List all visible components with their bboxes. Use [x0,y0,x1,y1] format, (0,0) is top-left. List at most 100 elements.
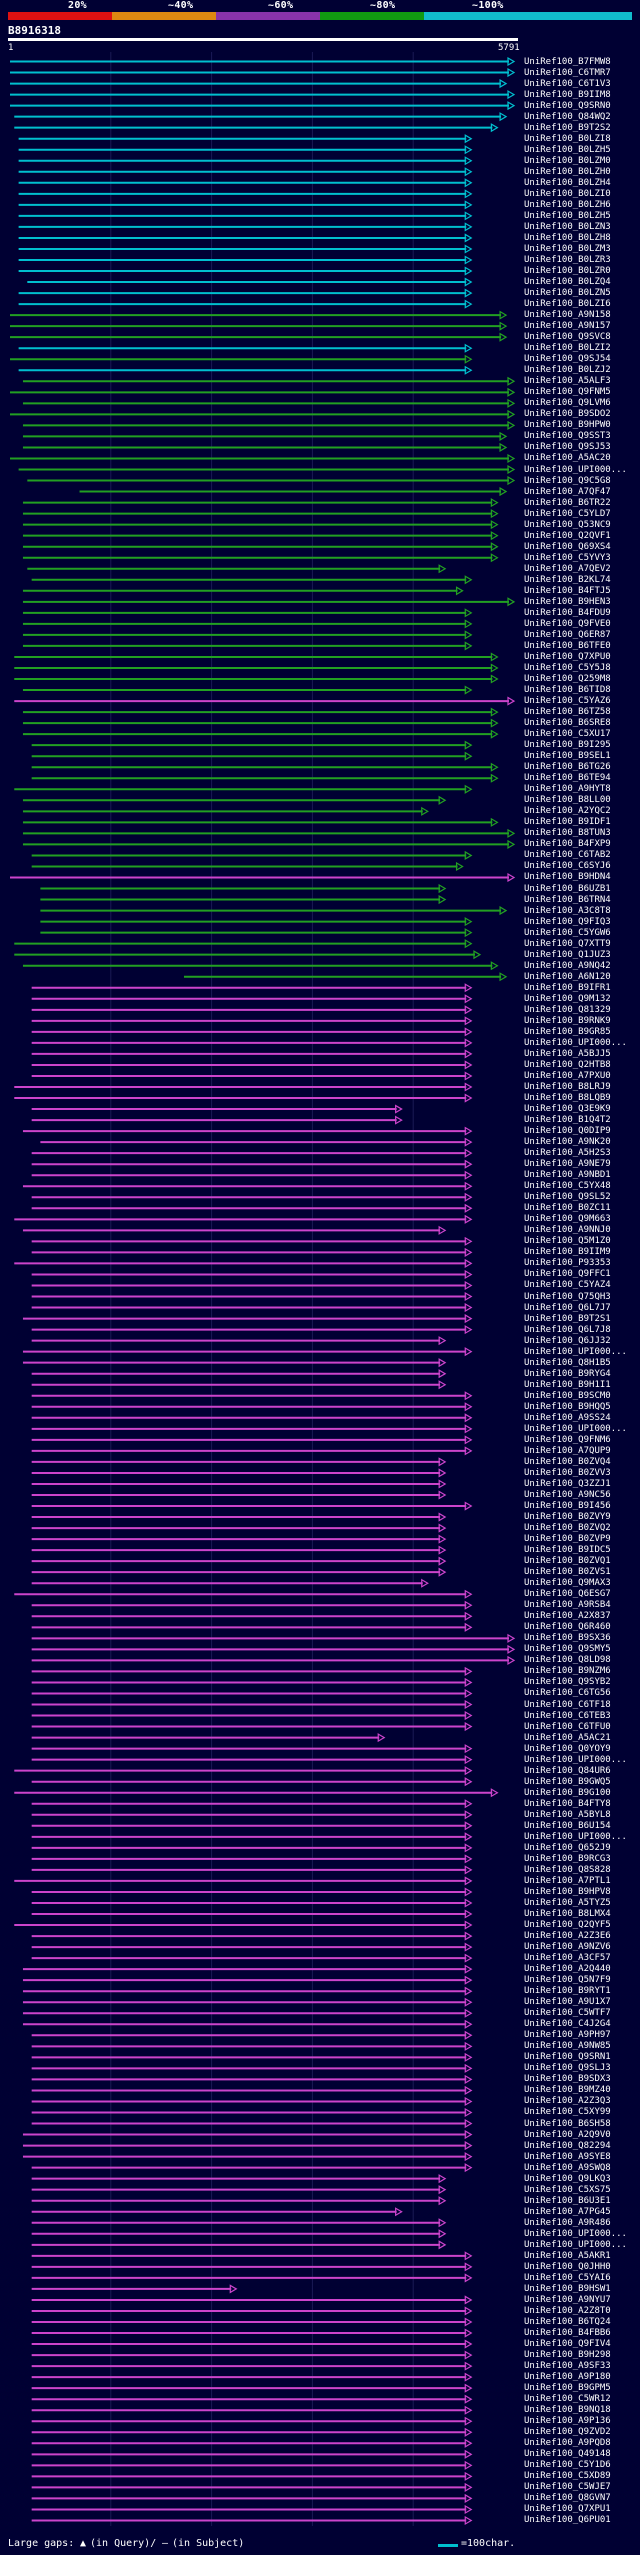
hit-label[interactable]: UniRef100_B9GR85 [524,1026,611,1037]
hit-label[interactable]: UniRef100_C6TF18 [524,1699,611,1710]
hit-label[interactable]: UniRef100_B9H298 [524,2350,611,2361]
hit-label[interactable]: UniRef100_A9SYE8 [524,2151,611,2162]
hit-label[interactable]: UniRef100_B6UZB1 [524,883,611,894]
hit-label[interactable]: UniRef100_A9P136 [524,2416,611,2427]
hit-label[interactable]: UniRef100_A5ALF3 [524,376,611,387]
hit-label[interactable]: UniRef100_Q9ZVD2 [524,2427,611,2438]
hit-label[interactable]: UniRef100_B6U3E1 [524,2195,611,2206]
hit-label[interactable]: UniRef100_UPI000... [524,464,627,475]
hit-label[interactable]: UniRef100_C6TEB3 [524,1710,611,1721]
hit-label[interactable]: UniRef100_B0LZR3 [524,254,611,265]
hit-label[interactable]: UniRef100_B8TUN3 [524,828,611,839]
hit-label[interactable]: UniRef100_Q9SL52 [524,1192,611,1203]
hit-label[interactable]: UniRef100_C5Y1D6 [524,2460,611,2471]
hit-label[interactable]: UniRef100_C5Y5J8 [524,662,611,673]
hit-label[interactable]: UniRef100_Q8S828 [524,1864,611,1875]
hit-label[interactable]: UniRef100_Q6ER87 [524,629,611,640]
hit-label[interactable]: UniRef100_A9R486 [524,2217,611,2228]
hit-label[interactable]: UniRef100_Q6L7J8 [524,1324,611,1335]
hit-label[interactable]: UniRef100_Q75QH3 [524,1291,611,1302]
hit-label[interactable]: UniRef100_A7QUP9 [524,1445,611,1456]
hit-label[interactable]: UniRef100_A9NQ42 [524,960,611,971]
hit-label[interactable]: UniRef100_B4FTJ5 [524,585,611,596]
hit-label[interactable]: UniRef100_C5WJE7 [524,2482,611,2493]
hit-label[interactable]: UniRef100_A9N158 [524,310,611,321]
hit-label[interactable]: UniRef100_Q6PU01 [524,2515,611,2526]
hit-label[interactable]: UniRef100_C5YAZ6 [524,696,611,707]
hit-label[interactable]: UniRef100_A9PQD8 [524,2438,611,2449]
hit-label[interactable]: UniRef100_C5YX48 [524,1181,611,1192]
hit-label[interactable]: UniRef100_Q9SYB2 [524,1677,611,1688]
hit-label[interactable]: UniRef100_A7QEV2 [524,563,611,574]
hit-label[interactable]: UniRef100_A2YQC2 [524,806,611,817]
hit-label[interactable]: UniRef100_B6TE94 [524,773,611,784]
hit-label[interactable]: UniRef100_Q8H1B5 [524,1357,611,1368]
hit-label[interactable]: UniRef100_A7PTL1 [524,1875,611,1886]
hit-label[interactable]: UniRef100_A6N120 [524,971,611,982]
hit-label[interactable]: UniRef100_B0LZQ4 [524,277,611,288]
hit-label[interactable]: UniRef100_C6SYJ6 [524,861,611,872]
hit-label[interactable]: UniRef100_B6TFE0 [524,640,611,651]
hit-label[interactable]: UniRef100_B0ZVP9 [524,1534,611,1545]
hit-label[interactable]: UniRef100_Q49148 [524,2449,611,2460]
hit-label[interactable]: UniRef100_B9SDX3 [524,2074,611,2085]
hit-label[interactable]: UniRef100_C5WR12 [524,2394,611,2405]
hit-label[interactable]: UniRef100_B4FXP9 [524,839,611,850]
hit-label[interactable]: UniRef100_A9NNJ0 [524,1225,611,1236]
hit-label[interactable]: UniRef100_Q1JUZ3 [524,949,611,960]
hit-label[interactable]: UniRef100_B9HQQ5 [524,1401,611,1412]
hit-label[interactable]: UniRef100_Q2QYF5 [524,1920,611,1931]
hit-label[interactable]: UniRef100_UPI000... [524,1831,627,1842]
hit-label[interactable]: UniRef100_A3CF57 [524,1953,611,1964]
hit-label[interactable]: UniRef100_B0LZH8 [524,232,611,243]
hit-label[interactable]: UniRef100_C5XS75 [524,2184,611,2195]
hit-label[interactable]: UniRef100_C5YVY3 [524,552,611,563]
hit-label[interactable]: UniRef100_Q5N7F9 [524,1975,611,1986]
hit-label[interactable]: UniRef100_B0LZH4 [524,177,611,188]
hit-label[interactable]: UniRef100_B0LZM0 [524,155,611,166]
hit-label[interactable]: UniRef100_Q8GVN7 [524,2493,611,2504]
hit-label[interactable]: UniRef100_B9IIM9 [524,1247,611,1258]
hit-label[interactable]: UniRef100_Q9FNM5 [524,387,611,398]
hit-label[interactable]: UniRef100_B0ZVQ1 [524,1556,611,1567]
hit-label[interactable]: UniRef100_Q82294 [524,2140,611,2151]
hit-label[interactable]: UniRef100_B4FDU9 [524,607,611,618]
hit-label[interactable]: UniRef100_B6TID8 [524,685,611,696]
hit-label[interactable]: UniRef100_Q5M1Z0 [524,1236,611,1247]
hit-label[interactable]: UniRef100_Q9C5G8 [524,475,611,486]
hit-label[interactable]: UniRef100_Q84WQ2 [524,111,611,122]
hit-label[interactable]: UniRef100_A9NZV6 [524,1942,611,1953]
hit-label[interactable]: UniRef100_Q9SRN1 [524,2052,611,2063]
hit-label[interactable]: UniRef100_B9HPV8 [524,1886,611,1897]
hit-label[interactable]: UniRef100_B6SH58 [524,2118,611,2129]
hit-label[interactable]: UniRef100_C5YLD7 [524,508,611,519]
hit-label[interactable]: UniRef100_C6TMR7 [524,67,611,78]
hit-label[interactable]: UniRef100_B9RNK9 [524,1015,611,1026]
hit-label[interactable]: UniRef100_C6T1V3 [524,78,611,89]
hit-label[interactable]: UniRef100_B6TQ24 [524,2317,611,2327]
hit-label[interactable]: UniRef100_A2Z3Q3 [524,2096,611,2107]
hit-label[interactable]: UniRef100_Q81329 [524,1004,611,1015]
hit-label[interactable]: UniRef100_B9SCM0 [524,1390,611,1401]
hit-label[interactable]: UniRef100_A9HYT8 [524,784,611,795]
hit-label[interactable]: UniRef100_Q259M8 [524,674,611,684]
hit-label[interactable]: UniRef100_A7PXU0 [524,1070,611,1081]
hit-label[interactable]: UniRef100_B0LZI8 [524,133,611,144]
hit-label[interactable]: UniRef100_B0ZVS1 [524,1567,611,1578]
hit-label[interactable]: UniRef100_Q9FFC1 [524,1269,611,1280]
hit-label[interactable]: UniRef100_A9PH97 [524,2030,611,2041]
hit-label[interactable]: UniRef100_B9IDC5 [524,1545,611,1556]
hit-label[interactable]: UniRef100_A9P180 [524,2372,611,2383]
hit-label[interactable]: UniRef100_B9GWQ5 [524,1776,611,1787]
hit-label[interactable]: UniRef100_B9RYG4 [524,1368,611,1379]
hit-label[interactable]: UniRef100_A9NK20 [524,1137,611,1148]
hit-label[interactable]: UniRef100_C4J2G4 [524,2019,611,2030]
hit-label[interactable]: UniRef100_Q8LD98 [524,1655,611,1666]
hit-label[interactable]: UniRef100_Q0DIP9 [524,1126,611,1137]
hit-label[interactable]: UniRef100_A5BYL8 [524,1809,611,1820]
hit-label[interactable]: UniRef100_A9SS24 [524,1412,611,1423]
hit-label[interactable]: UniRef100_A9NBD1 [524,1170,611,1181]
hit-label[interactable]: UniRef100_Q84UR6 [524,1765,611,1776]
hit-label[interactable]: UniRef100_A2Z3E6 [524,1931,611,1942]
hit-label[interactable]: UniRef100_UPI000... [524,1346,627,1357]
